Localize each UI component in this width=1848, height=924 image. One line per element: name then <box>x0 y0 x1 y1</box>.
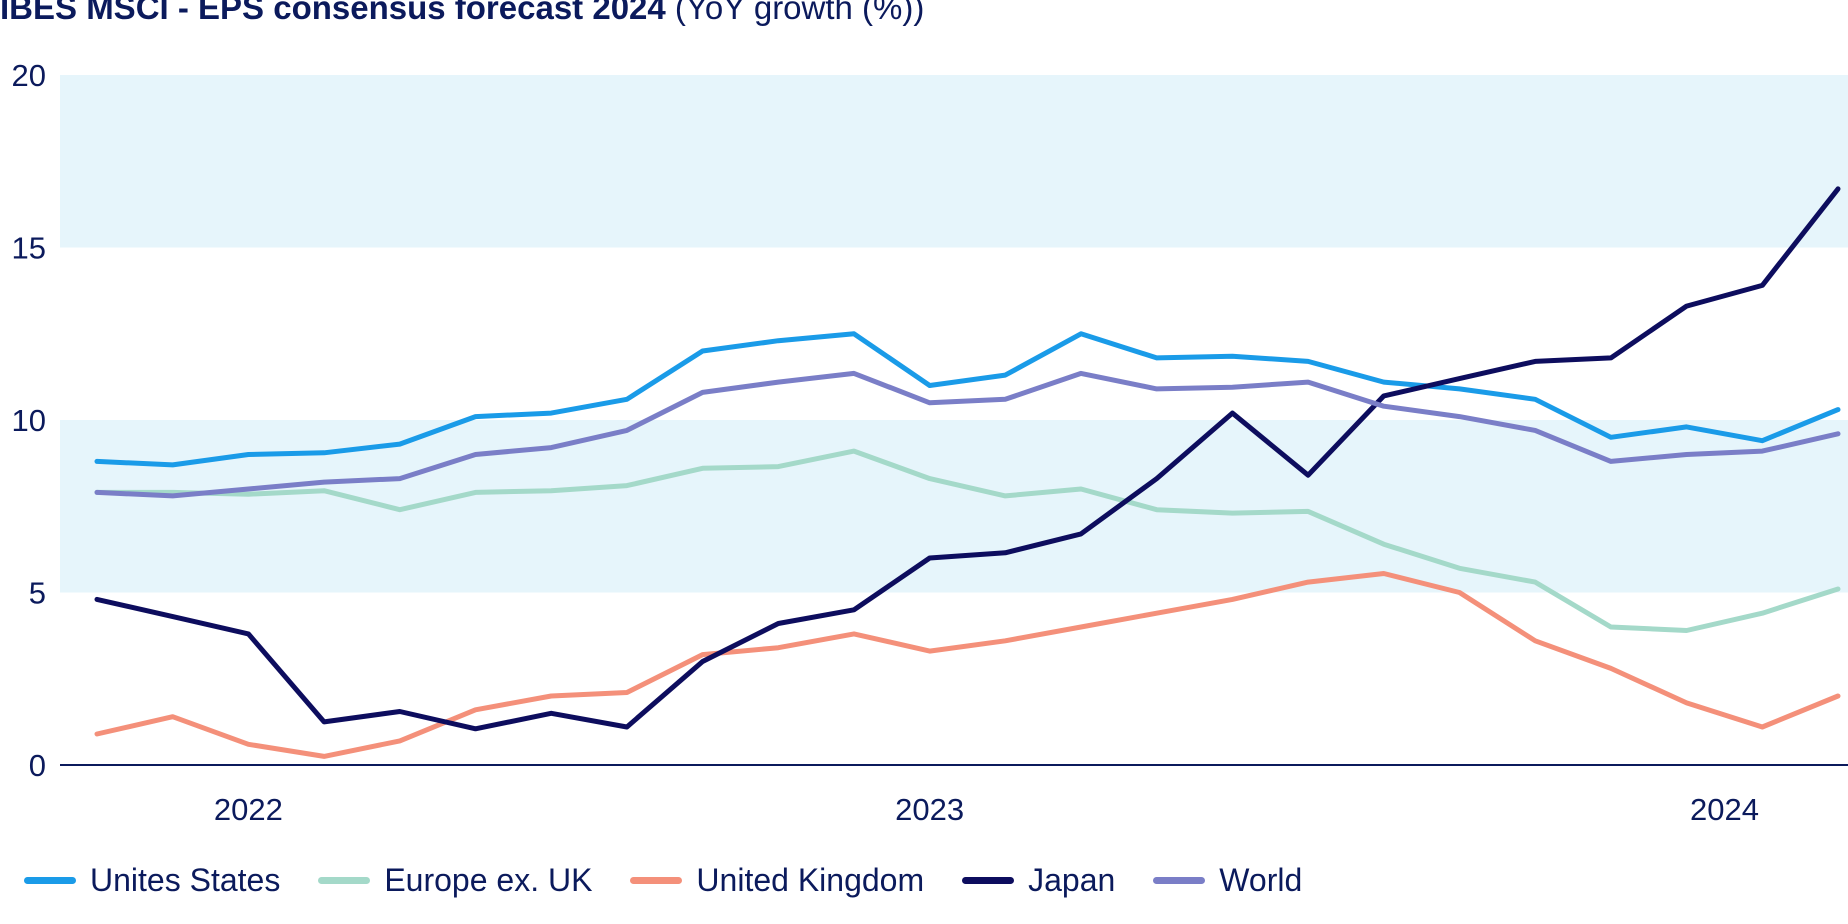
series-line-united-kingdom <box>94 571 1841 759</box>
y-tick-label: 0 <box>29 748 46 783</box>
series-line-japan <box>94 186 1841 732</box>
legend: Unites States Europe ex. UK United Kingd… <box>24 862 1340 899</box>
y-axis: 0 5 10 15 20 <box>12 58 46 783</box>
x-axis: 2022 2023 2024 <box>214 792 1759 827</box>
legend-swatch <box>318 877 371 884</box>
legend-item-europe-ex-uk: Europe ex. UK <box>318 862 592 899</box>
y-tick-label: 15 <box>12 231 46 266</box>
legend-label: World <box>1219 862 1303 898</box>
legend-item-united-kingdom: United Kingdom <box>630 862 924 899</box>
x-tick-label: 2024 <box>1690 792 1759 827</box>
y-tick-label: 10 <box>12 403 46 438</box>
y-tick-label: 20 <box>12 58 46 93</box>
legend-label: Unites States <box>90 862 281 898</box>
line-chart: 0 5 10 15 20 2022 2023 2024 <box>12 58 1848 827</box>
shaded-bands <box>60 75 1848 593</box>
legend-item-japan: Japan <box>962 862 1115 899</box>
chart-title-main: IBES MSCI - EPS consensus forecast 2024 <box>0 0 666 26</box>
legend-label: United Kingdom <box>696 862 925 898</box>
series-line-world <box>94 370 1841 499</box>
shaded-band <box>60 420 1848 593</box>
x-tick-label: 2023 <box>895 792 964 827</box>
series-line-unites-states <box>94 331 1841 468</box>
x-tick-label: 2022 <box>214 792 283 827</box>
legend-swatch <box>962 877 1015 884</box>
legend-item-world: World <box>1153 862 1302 899</box>
series-lines <box>94 186 1841 759</box>
series-line-europe-ex-uk <box>94 448 1841 633</box>
shaded-band <box>60 75 1848 248</box>
chart-title: IBES MSCI - EPS consensus forecast 2024 … <box>0 0 924 30</box>
legend-swatch <box>24 877 76 884</box>
legend-item-united-states: Unites States <box>24 862 280 899</box>
legend-swatch <box>1153 877 1206 884</box>
chart-title-unit: (YoY growth (%)) <box>665 0 925 26</box>
y-tick-label: 5 <box>29 576 46 611</box>
legend-swatch <box>630 877 683 884</box>
legend-label: Europe ex. UK <box>384 862 593 898</box>
legend-label: Japan <box>1028 862 1116 898</box>
